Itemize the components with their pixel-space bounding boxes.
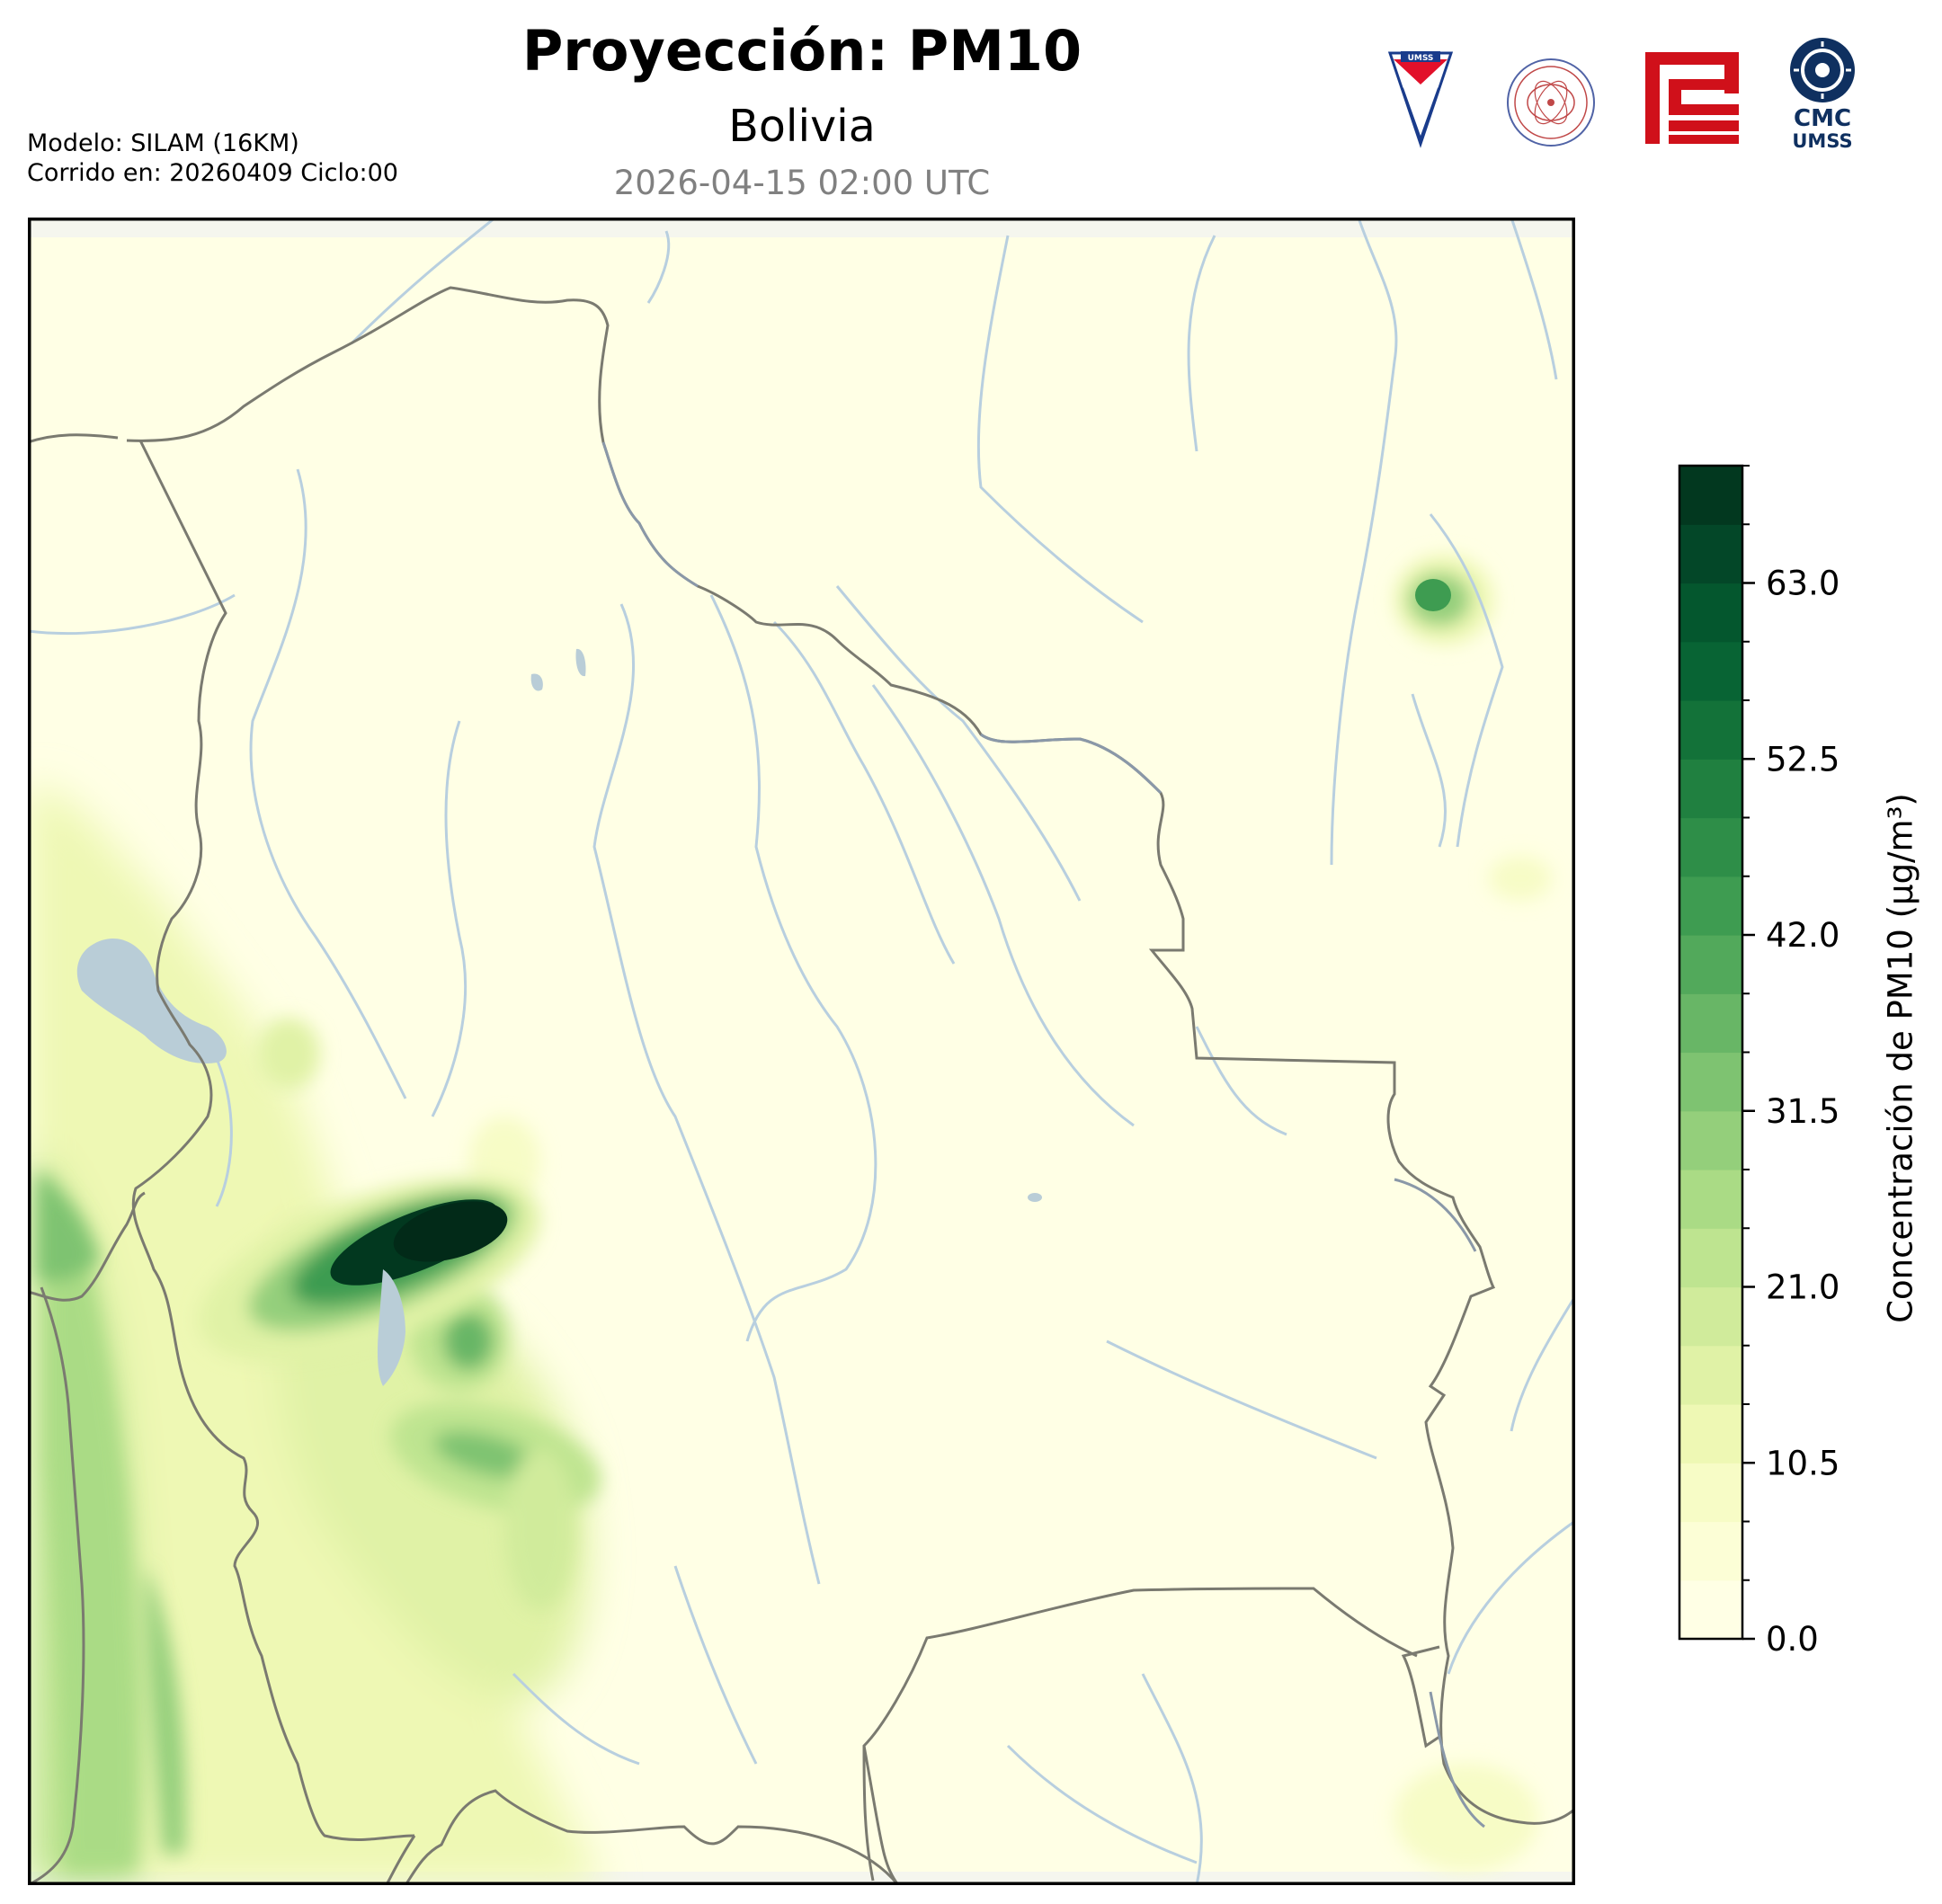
lake-poopo bbox=[377, 1269, 405, 1386]
colorbar-level bbox=[1679, 1463, 1742, 1523]
colorbar-level bbox=[1679, 993, 1742, 1054]
northeast-point-core bbox=[1415, 579, 1451, 611]
svg-text:CMC: CMC bbox=[1794, 105, 1851, 132]
colorbar-label: Concentración de PM10 (µg/m³) bbox=[1881, 793, 1920, 1323]
chile-coast-border bbox=[28, 1286, 85, 1885]
map-title: Proyección: PM10 bbox=[521, 18, 1082, 84]
west-strip-1 bbox=[46, 1170, 140, 1872]
colorbar-level bbox=[1679, 1170, 1742, 1229]
brazil-north bbox=[28, 433, 119, 444]
physics-dept-seal-logo bbox=[1507, 58, 1595, 147]
colorbar-tick-label: 63.0 bbox=[1766, 565, 1840, 603]
border-rivers bbox=[601, 441, 1485, 1828]
colorbar-level bbox=[1679, 759, 1742, 819]
map-frame bbox=[28, 218, 1575, 1885]
lakes bbox=[76, 648, 1042, 1386]
colorbar-levels bbox=[1679, 466, 1742, 1640]
model-info: Modelo: SILAM (16KM) bbox=[27, 129, 299, 157]
paraguay-border bbox=[1401, 1645, 1440, 1748]
colorbar-tick-label: 0.0 bbox=[1766, 1620, 1819, 1659]
colorbar-level bbox=[1679, 1052, 1742, 1112]
colorbar-level bbox=[1679, 1110, 1742, 1170]
forecast-timestamp: 2026-04-15 02:00 UTC bbox=[613, 164, 991, 202]
west-border bbox=[131, 440, 415, 1841]
colorbar-level bbox=[1679, 1521, 1742, 1581]
colorbar-level bbox=[1679, 876, 1742, 936]
colorbar-level bbox=[1679, 641, 1742, 701]
engineering-faculty-logo bbox=[1645, 52, 1739, 144]
map-canvas bbox=[28, 218, 1575, 1885]
colorbar-tick-label: 10.5 bbox=[1766, 1444, 1840, 1482]
colorbar-frame bbox=[1678, 464, 1744, 1641]
svg-text:UMSS: UMSS bbox=[1792, 130, 1852, 152]
lake-titicaca bbox=[76, 938, 227, 1063]
colorbar-level bbox=[1679, 1579, 1742, 1640]
northwest-edge bbox=[37, 1170, 100, 1282]
colorbar-level bbox=[1679, 524, 1742, 584]
colorbar-level bbox=[1679, 466, 1742, 525]
colorbar-tick-label: 21.0 bbox=[1766, 1268, 1840, 1307]
colorbar-level bbox=[1679, 1345, 1742, 1405]
run-info: Modelo: SILAM (16KM) Corrido en: 2026040… bbox=[27, 129, 398, 188]
colorbar-level bbox=[1679, 1228, 1742, 1288]
argentina-border bbox=[404, 1745, 900, 1885]
map-subtitle: Bolivia bbox=[728, 101, 876, 152]
logos-strip: UMSS CMC UMSS bbox=[1387, 38, 1855, 152]
colorbar-level bbox=[1679, 1404, 1742, 1464]
colorbar-level bbox=[1679, 817, 1742, 877]
colorbar-level bbox=[1679, 1286, 1742, 1347]
peru-chile-border bbox=[28, 1191, 146, 1302]
cmc-umss-logo: CMC UMSS bbox=[1790, 38, 1855, 152]
colorbar-level bbox=[1679, 583, 1742, 643]
colorbar-tick-label: 42.0 bbox=[1766, 916, 1840, 955]
colorbar-level bbox=[1679, 935, 1742, 994]
colorbar: 0.0 10.5 21.0 31.5 42.0 52.5 63.0 bbox=[1678, 464, 1840, 1659]
pm10-map[interactable] bbox=[28, 218, 1575, 1885]
colorbar-level bbox=[1679, 700, 1742, 760]
umss-shield-logo: UMSS bbox=[1387, 51, 1454, 148]
run-date-info: Corrido en: 20260409 Ciclo:00 bbox=[27, 159, 398, 187]
colorbar-tick-label: 31.5 bbox=[1766, 1092, 1840, 1131]
colorbar-ticks: 0.0 10.5 21.0 31.5 42.0 52.5 63.0 bbox=[1742, 465, 1840, 1659]
colorbar-tick-label: 52.5 bbox=[1766, 740, 1840, 779]
domain-edge bbox=[28, 218, 1575, 237]
west-strip-2 bbox=[145, 1566, 186, 1854]
paraguay-bolivia-border bbox=[862, 1587, 1418, 1882]
svg-text:UMSS: UMSS bbox=[1408, 54, 1434, 63]
